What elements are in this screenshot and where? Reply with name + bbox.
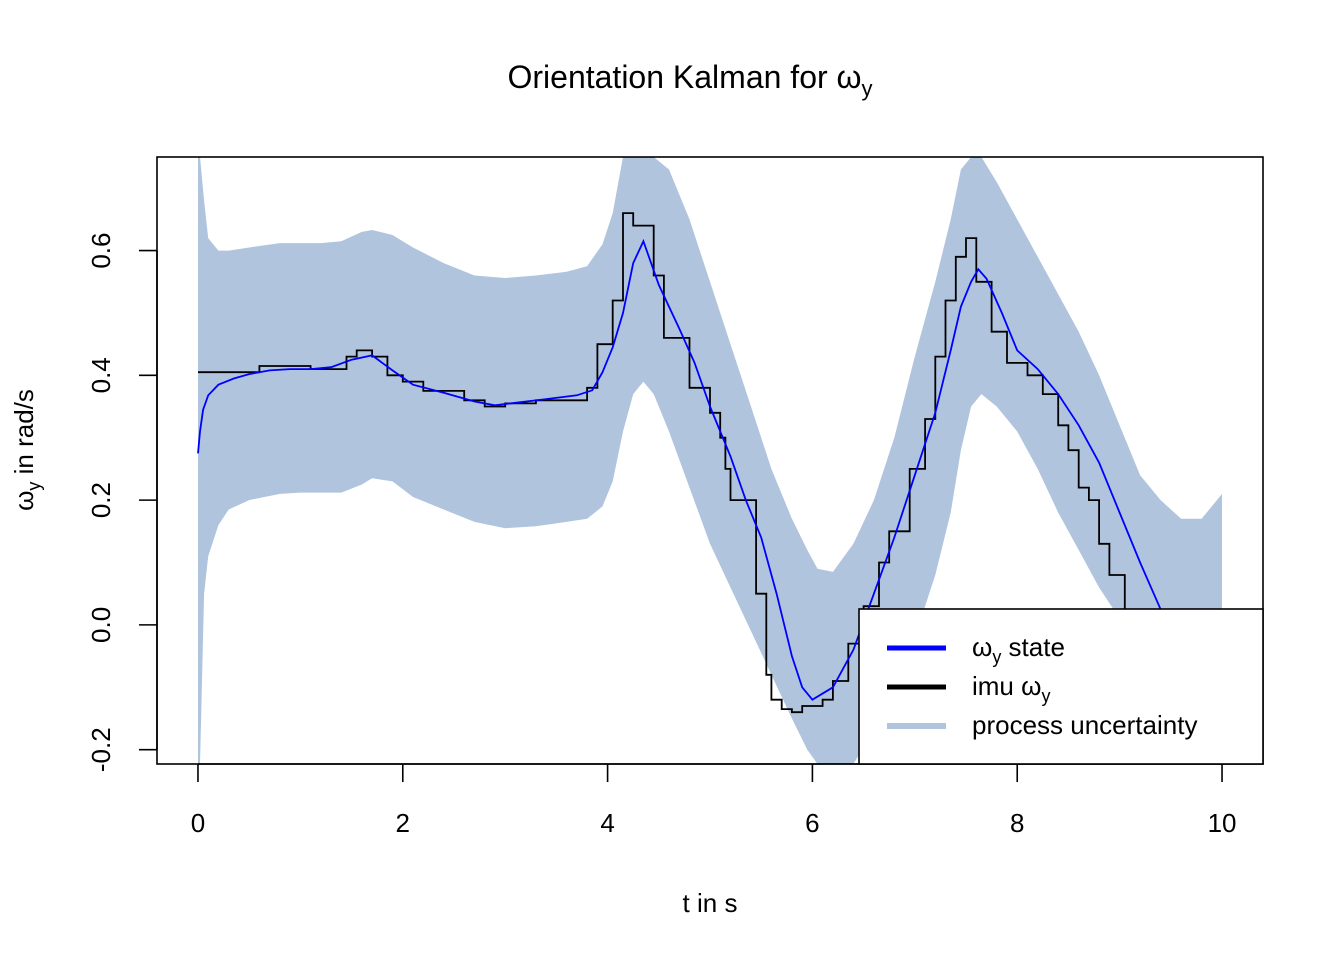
x-tick-label: 6	[805, 808, 819, 838]
legend-label-state: ωy state	[972, 632, 1065, 667]
y-tick-label: 0.0	[86, 607, 116, 643]
x-tick-label: 10	[1208, 808, 1237, 838]
legend-label-uncertainty: process uncertainty	[972, 710, 1197, 740]
y-tick-label: -0.2	[86, 727, 116, 772]
uncertainty-band-layer	[198, 157, 1222, 764]
legend: ωy state imu ωy process uncertainty	[858, 608, 1264, 765]
x-tick-label: 2	[396, 808, 410, 838]
y-tick-label: 0.6	[86, 233, 116, 269]
x-axis-label: t in s	[683, 888, 738, 918]
state-series-line	[197, 238, 1162, 701]
x-tick-label: 4	[600, 808, 614, 838]
y-tick-label: 0.2	[86, 482, 116, 518]
series-line-layer	[197, 212, 1162, 714]
y-axis-label: ωy in rad/s	[9, 389, 44, 511]
x-tick-label: 8	[1010, 808, 1024, 838]
legend-label-imu: imu ωy	[972, 671, 1050, 706]
uncertainty-band	[198, 157, 1222, 764]
y-axis: -0.2 0.0 0.2 0.4 0.6	[86, 233, 158, 772]
x-axis: 0 2 4 6 8 10	[191, 763, 1237, 838]
y-tick-label: 0.4	[86, 357, 116, 393]
imu-series-line	[198, 212, 1131, 714]
chart-title: Orientation Kalman for ωy	[507, 59, 872, 101]
x-tick-label: 0	[191, 808, 205, 838]
